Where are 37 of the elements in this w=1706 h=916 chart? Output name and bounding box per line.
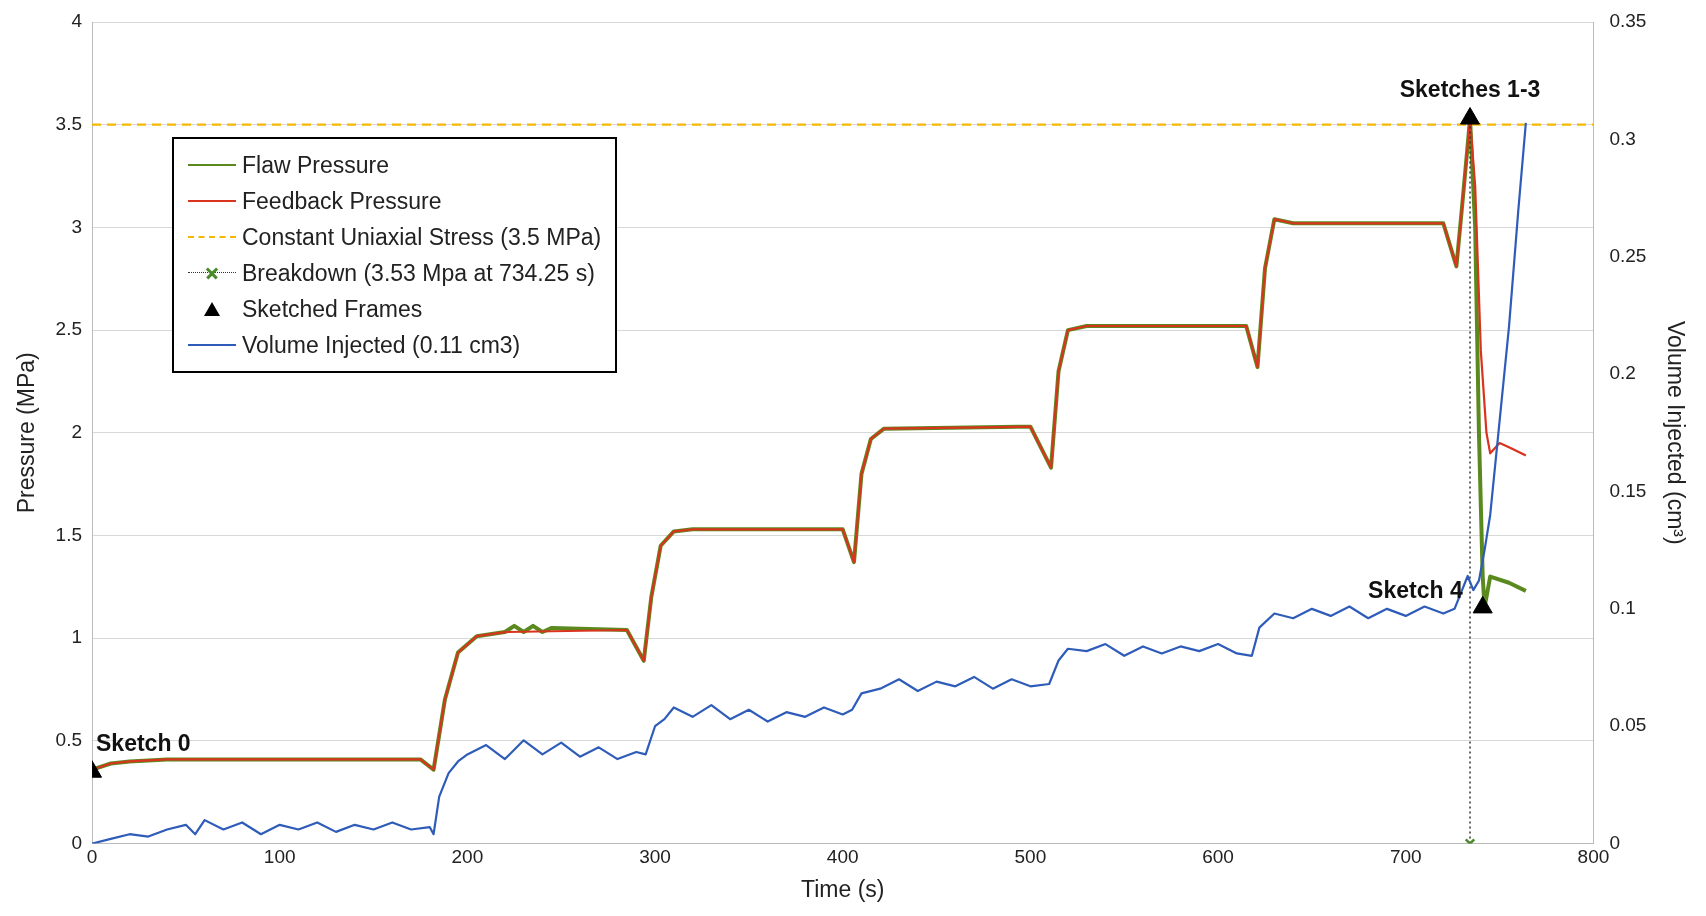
x-tick-label: 800 [1577, 846, 1610, 868]
legend-label: Feedback Pressure [242, 187, 442, 215]
legend-label: Volume Injected (0.11 cm3) [242, 331, 521, 359]
x-tick-label: 500 [1014, 846, 1047, 868]
y2-tick-label: 0.15 [1609, 479, 1647, 501]
annotation: Sketches 1-3 [1399, 76, 1541, 103]
legend-label: Sketched Frames [242, 295, 423, 323]
x-tick-label: 200 [451, 846, 484, 868]
y2-tick-label: 0.3 [1609, 127, 1636, 149]
annotation: Sketch 0 [96, 729, 191, 756]
y-tick-label: 1 [71, 626, 83, 648]
x-tick-label: 700 [1389, 846, 1422, 868]
y-tick-label: 3 [71, 215, 83, 237]
x-axis-title: Time (s) [800, 875, 885, 902]
legend-label: Breakdown (3.53 Mpa at 734.25 s) [242, 259, 595, 287]
y-axis-title: Pressure (MPa) [13, 352, 40, 514]
y2-tick-label: 0.2 [1609, 362, 1636, 384]
y-tick-label: 3.5 [55, 112, 83, 134]
y-tick-label: 1.5 [55, 523, 83, 545]
y2-tick-label: 0.25 [1609, 244, 1647, 266]
y2-tick-label: 0.1 [1609, 597, 1636, 619]
y-tick-label: 2.5 [55, 318, 83, 340]
y2-tick-label: 0.05 [1609, 714, 1647, 736]
legend-label: Constant Uniaxial Stress (3.5 MPa) [242, 223, 602, 251]
y2-axis-title: Volume Injected (cm³) [1662, 320, 1689, 545]
y-tick-label: 0.5 [55, 729, 83, 751]
y2-tick-label: 0.35 [1609, 10, 1647, 32]
y-tick-label: 4 [71, 10, 83, 32]
x-tick-label: 300 [639, 846, 671, 868]
x-tick-label: 400 [826, 846, 859, 868]
y-tick-label: 2 [71, 421, 83, 443]
x-tick-label: 0 [86, 846, 98, 868]
y2-tick-label: 0 [1609, 831, 1620, 853]
x-tick-label: 600 [1202, 846, 1234, 868]
x-tick-label: 100 [263, 846, 296, 868]
y-tick-label: 0 [71, 831, 83, 853]
legend-label: Flaw Pressure [242, 151, 389, 179]
